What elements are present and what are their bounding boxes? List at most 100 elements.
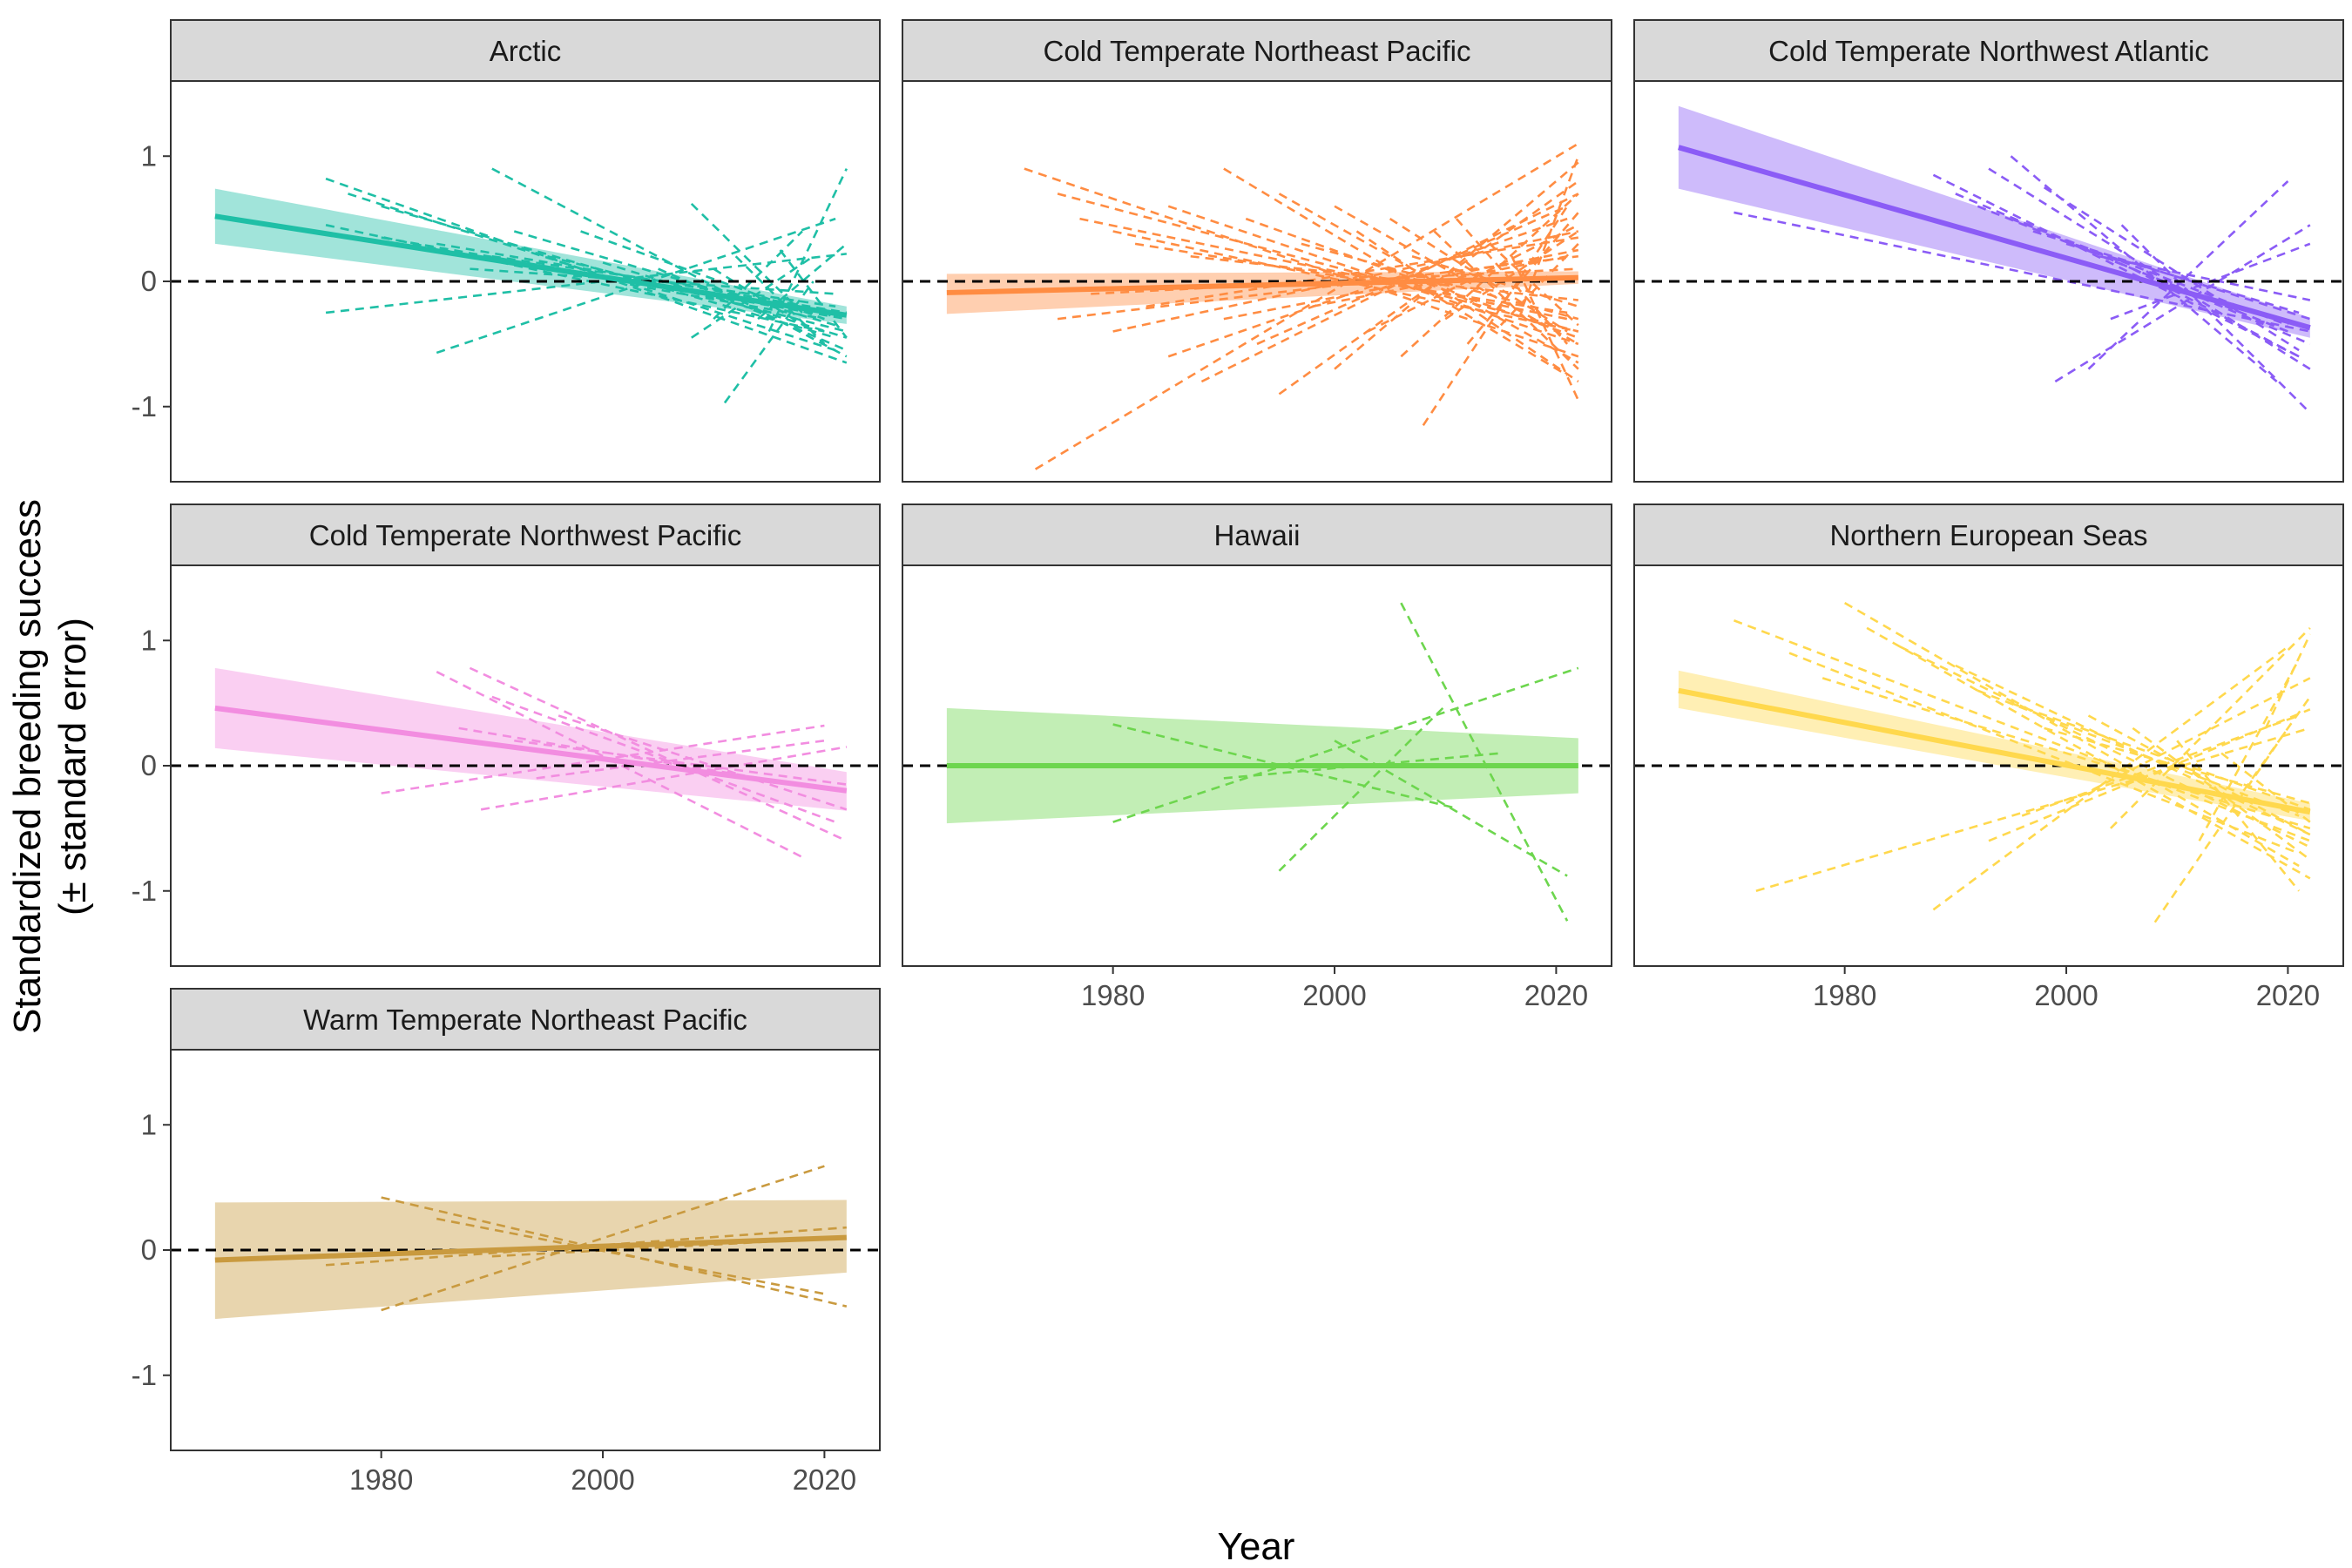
population-trend-line xyxy=(713,230,803,321)
population-trend-line xyxy=(1334,205,1579,346)
population-trend-line xyxy=(658,267,848,352)
x-tick-label: 1980 xyxy=(1081,979,1145,1011)
plot-content xyxy=(171,167,880,404)
population-trend-line xyxy=(2242,696,2311,792)
x-tick-label: 1980 xyxy=(349,1463,413,1496)
population-trend-line xyxy=(1522,155,1580,308)
y-axis-title-line-2: (± standard error) xyxy=(51,618,94,916)
y-tick-label: 1 xyxy=(141,139,157,172)
population-trend-line xyxy=(1190,254,1578,301)
y-tick-label: -1 xyxy=(132,875,157,907)
population-trend-line xyxy=(2011,701,2311,811)
population-trend-line xyxy=(436,1217,825,1295)
regional-trend-line xyxy=(214,1234,847,1263)
panel-strip xyxy=(1633,504,2344,566)
panel-strip xyxy=(1633,19,2344,82)
population-trend-line xyxy=(1433,230,1579,370)
panel-title: Cold Temperate Northeast Pacific xyxy=(1044,35,1471,67)
population-trend-line xyxy=(381,205,836,339)
panel-cold-temperate-northeast-pacific: Cold Temperate Northeast Pacific xyxy=(902,19,1612,483)
regional-trend-line xyxy=(214,213,848,318)
population-trend-line xyxy=(2099,254,2311,301)
se-ribbon xyxy=(214,1200,847,1320)
population-trend-line xyxy=(1223,167,1568,376)
y-tick-label: 1 xyxy=(141,624,157,656)
population-trend-line xyxy=(381,1165,825,1312)
population-trend-line xyxy=(2109,626,2311,829)
population-trend-line xyxy=(480,746,848,811)
population-trend-line xyxy=(513,230,836,327)
plot-content xyxy=(171,666,880,859)
population-trend-line xyxy=(1899,645,2311,848)
panel-title: Northern European Seas xyxy=(1829,519,2147,551)
population-trend-line xyxy=(1024,167,1579,358)
population-trend-line xyxy=(1278,705,1447,872)
population-trend-line xyxy=(1866,626,2311,880)
panel-title: Arctic xyxy=(490,35,562,67)
panel-border xyxy=(1633,80,2344,483)
population-trend-line xyxy=(757,242,848,321)
y-tick-label: 0 xyxy=(141,265,157,297)
y-tick-label: 0 xyxy=(141,749,157,781)
chart-panels: Arctic -1 0 1 Cold Temperate Northeast Pacif… xyxy=(132,19,2344,1451)
population-trend-line xyxy=(1367,224,1579,333)
x-tick-label: 2020 xyxy=(2256,979,2320,1011)
population-trend-line xyxy=(691,255,814,339)
population-trend-line xyxy=(1278,193,1579,364)
panel-northern-european-seas: Northern European Seas xyxy=(1633,504,2344,967)
population-trend-line xyxy=(1988,167,2311,370)
regional-trend-line xyxy=(214,705,848,794)
population-trend-line xyxy=(1755,727,2311,892)
x-axis-title: Year xyxy=(1218,1525,1295,1568)
population-trend-line xyxy=(2021,714,2300,817)
population-trend-line xyxy=(348,193,836,352)
plot-content xyxy=(1634,105,2343,414)
x-axes-bottom: 1980 2000 2020 1980 2000 2020 1980 2000 2020 xyxy=(349,966,2320,1496)
population-trend-line xyxy=(1057,193,1579,333)
population-trend-line xyxy=(1167,217,1568,358)
y-tick-label: 0 xyxy=(141,1233,157,1266)
population-trend-line xyxy=(1444,230,1579,321)
panel-hawaii: Hawaii xyxy=(902,504,1612,967)
panel-title: Warm Temperate Northeast Pacific xyxy=(303,1004,747,1036)
population-trend-line xyxy=(602,261,848,339)
population-trend-line xyxy=(470,267,836,295)
population-trend-line xyxy=(1034,142,1579,470)
population-trend-line xyxy=(436,217,836,355)
population-trend-line xyxy=(514,739,848,786)
population-trend-line xyxy=(723,280,814,404)
panel-warm-temperate-northeast-pacific: Warm Temperate Northeast Pacific -1 0 1 xyxy=(132,988,881,1451)
population-trend-line xyxy=(2198,659,2301,841)
population-trend-line xyxy=(1821,677,2311,830)
panel-border xyxy=(902,80,1612,483)
population-trend-line xyxy=(1977,689,2300,817)
population-trend-line xyxy=(1301,242,1579,321)
plot-content xyxy=(902,142,1612,470)
population-trend-line xyxy=(2043,186,2300,352)
population-trend-line xyxy=(1400,602,1569,922)
y-axis-title: Standardized breeding success (± standar… xyxy=(6,499,94,1034)
panel-cold-temperate-northwest-atlantic: Cold Temperate Northwest Atlantic xyxy=(1633,19,2344,483)
population-trend-line xyxy=(2264,633,2312,729)
panel-title: Hawaii xyxy=(1213,519,1300,551)
panel-title: Cold Temperate Northwest Atlantic xyxy=(1768,35,2209,67)
population-trend-line xyxy=(1112,666,1579,823)
population-trend-line xyxy=(558,714,848,811)
panel-border xyxy=(902,564,1612,967)
plot-content xyxy=(1634,601,2343,923)
y-axis-title-line-1: Standardized breeding success xyxy=(6,499,49,1034)
population-trend-line xyxy=(536,739,825,780)
population-trend-line xyxy=(2054,224,2311,383)
y-tick-label: -1 xyxy=(132,390,157,422)
population-trend-line xyxy=(469,666,848,842)
panel-title: Cold Temperate Northwest Pacific xyxy=(309,519,741,551)
panel-strip xyxy=(170,504,881,566)
population-trend-line xyxy=(1400,193,1579,358)
population-trend-line xyxy=(734,255,826,345)
population-trend-line xyxy=(713,267,814,333)
population-trend-line xyxy=(381,1196,848,1308)
population-trend-line xyxy=(2087,714,2311,836)
x-tick-label: 2000 xyxy=(1302,979,1366,1011)
population-trend-line xyxy=(2010,217,2288,327)
